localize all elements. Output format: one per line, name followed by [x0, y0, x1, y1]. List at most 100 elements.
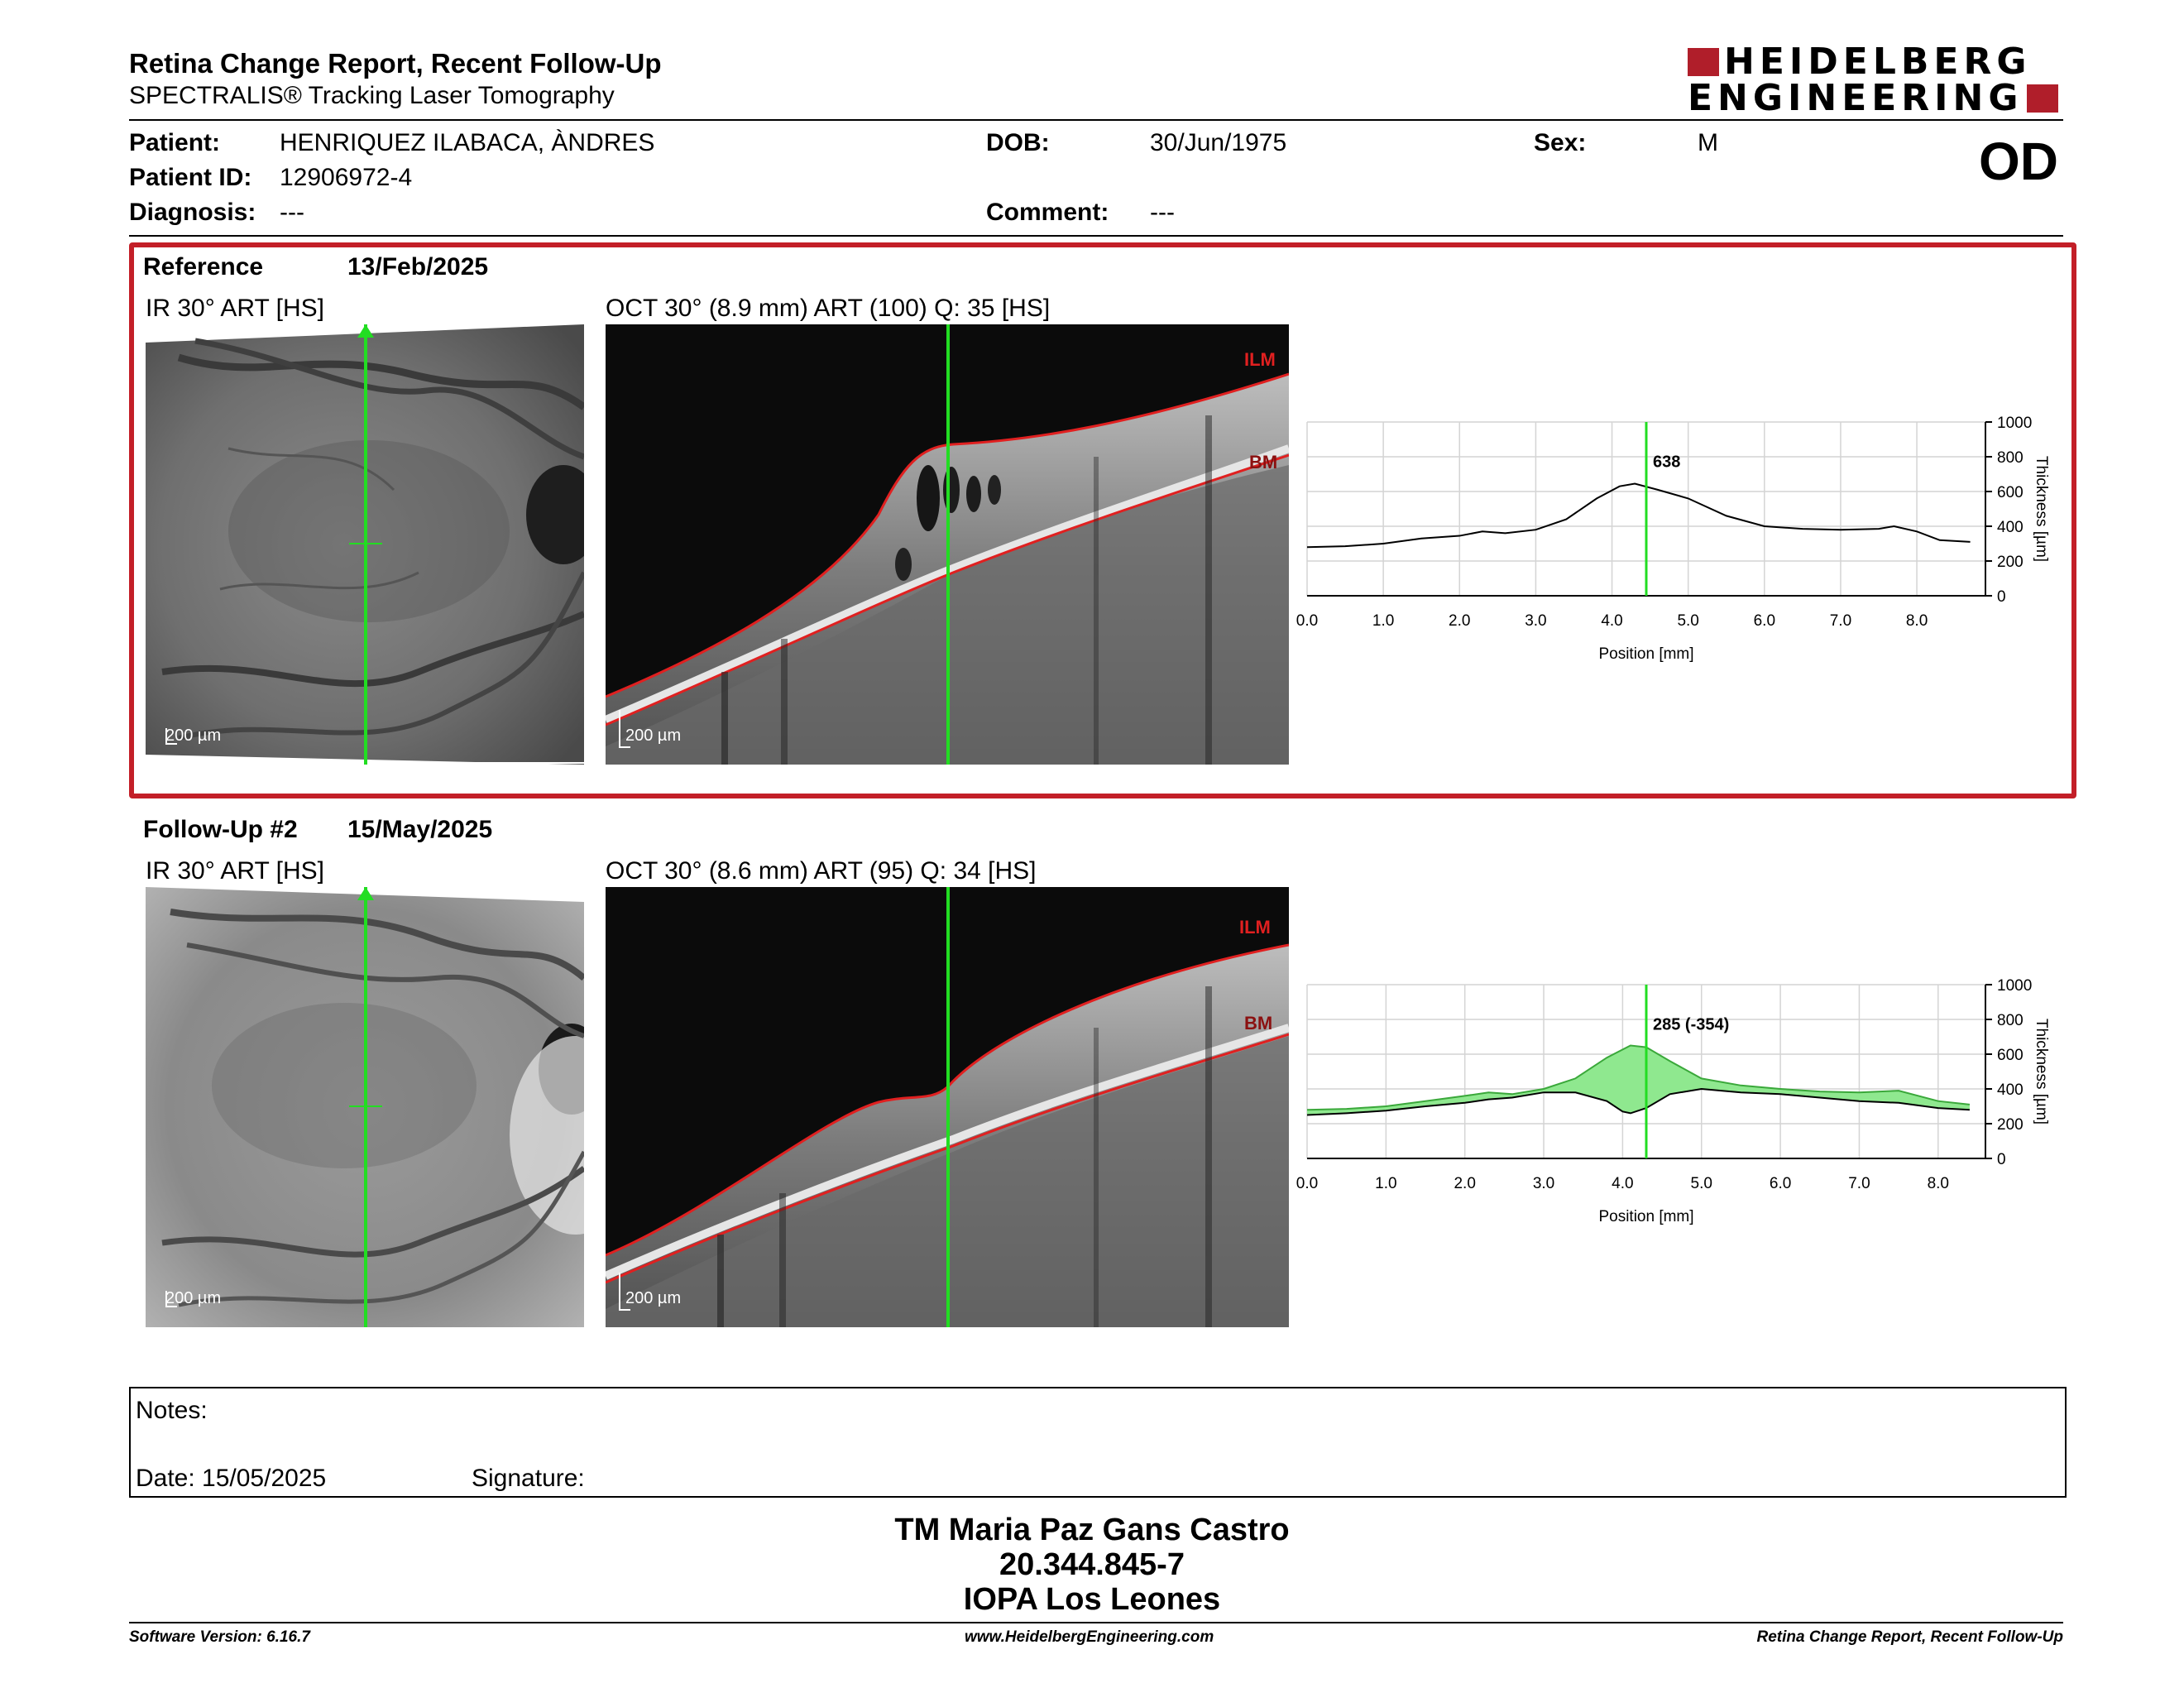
- x-tick-label: 0.0: [1296, 1175, 1318, 1192]
- patient-label: Patient:: [129, 129, 221, 156]
- followup-oct-label: OCT 30° (8.6 mm) ART (95) Q: 34 [HS]: [606, 857, 1037, 885]
- chart-plot: 0.0 1.0 2.0 3.0 4.0 5.0 6.0 7.0 8.0 0 200 400 600 800…: [1296, 977, 2050, 1225]
- logo-square-icon: [1688, 48, 1719, 76]
- diagnosis-label: Diagnosis:: [129, 199, 256, 226]
- scale-bar-v: [165, 1291, 167, 1307]
- y-tick-label: 1000: [1997, 977, 2032, 995]
- bm-label: BM: [1249, 452, 1278, 472]
- scan-line: [364, 887, 367, 1327]
- y-tick-label: 0: [1997, 1151, 2006, 1168]
- dob-label: DOB:: [986, 129, 1050, 156]
- notes-date: Date: 15/05/2025: [136, 1465, 327, 1492]
- y-tick-label: 800: [1997, 449, 2024, 467]
- notes-label: Notes:: [136, 1397, 208, 1424]
- y-axis-label: Thickness [µm]: [2033, 1019, 2050, 1125]
- x-tick-label: 8.0: [1928, 1175, 1949, 1192]
- signer-name: TM Maria Paz Gans Castro: [894, 1513, 1290, 1547]
- footer-website-link[interactable]: www.HeidelbergEngineering.com: [965, 1628, 1214, 1646]
- patient-id-label: Patient ID:: [129, 164, 252, 191]
- scan-arrow-icon: [357, 887, 374, 900]
- bm-label: BM: [1244, 1013, 1273, 1033]
- header-rule: [129, 119, 2063, 121]
- x-tick-label: 5.0: [1691, 1175, 1712, 1192]
- x-tick-label: 6.0: [1754, 612, 1775, 630]
- scale-label: 200 µm: [165, 1289, 222, 1307]
- scale-bar-h: [165, 1306, 177, 1307]
- footer-report-name: Retina Change Report, Recent Follow-Up: [1756, 1628, 2063, 1646]
- x-tick-label: 1.0: [1375, 1175, 1396, 1192]
- footer-software-version: Software Version: 6.16.7: [129, 1628, 310, 1646]
- comment-value: ---: [1150, 199, 1175, 226]
- eye-indicator: OD: [1979, 132, 2058, 191]
- logo-square-icon: [2026, 84, 2058, 113]
- report-subtitle: SPECTRALIS® Tracking Laser Tomography: [129, 82, 615, 109]
- reference-label: Reference: [143, 253, 264, 281]
- x-tick-label: 3.0: [1533, 1175, 1554, 1192]
- sex-value: M: [1698, 129, 1718, 156]
- scale-label: 200 µm: [165, 727, 222, 745]
- scale-label: 200 µm: [625, 727, 682, 745]
- notes-box[interactable]: [129, 1387, 2067, 1498]
- patient-rule: [129, 235, 2063, 237]
- heidelberg-logo: HEIDELBERG: [1688, 41, 2032, 83]
- reference-thickness-chart: 0.0 1.0 2.0 3.0 4.0 5.0 6.0 7.0 8.0 0 200 400 600 800…: [1296, 415, 2050, 663]
- scan-line: [946, 887, 950, 1327]
- y-tick-label: 600: [1997, 1047, 2024, 1064]
- reference-ir-label: IR 30° ART [HS]: [146, 295, 324, 322]
- series-line-0: [1306, 1044, 1971, 1111]
- followup-ir-label: IR 30° ART [HS]: [146, 857, 324, 885]
- series-line-0: [1306, 482, 1971, 549]
- signer-institution: IOPA Los Leones: [963, 1582, 1221, 1617]
- patient-name: HENRIQUEZ ILABACA, ÀNDRES: [280, 129, 655, 156]
- scan-arrow-icon: [357, 324, 374, 338]
- x-axis-label: Position [mm]: [1598, 1208, 1693, 1225]
- scan-line: [364, 324, 367, 765]
- change-area: [1307, 1045, 1970, 1115]
- scale-bar-v: [619, 710, 620, 748]
- reference-frame: [129, 242, 2076, 798]
- x-tick-label: 0.0: [1296, 612, 1318, 630]
- ilm-label: ILM: [1244, 349, 1276, 370]
- x-tick-label: 7.0: [1848, 1175, 1870, 1192]
- cross-marker: [349, 543, 382, 544]
- y-tick-label: 600: [1997, 484, 2024, 501]
- y-tick-label: 0: [1997, 588, 2006, 606]
- y-tick-label: 200: [1997, 1116, 2024, 1134]
- series-line-1: [1306, 1087, 1970, 1116]
- logo-line1: HEIDELBERG: [1724, 41, 2032, 83]
- scale-bar-h: [619, 1309, 630, 1311]
- ilm-label: ILM: [1239, 917, 1271, 938]
- x-tick-label: 1.0: [1372, 612, 1394, 630]
- x-tick-label: 2.0: [1454, 1175, 1475, 1192]
- y-tick-label: 400: [1997, 1081, 2024, 1099]
- heidelberg-logo-line2: ENGINEERING: [1688, 77, 2058, 119]
- x-tick-label: 4.0: [1601, 612, 1622, 630]
- y-tick-label: 800: [1997, 1012, 2024, 1029]
- scale-bar-h: [165, 743, 177, 745]
- logo-line2: ENGINEERING: [1688, 77, 2024, 119]
- footer-rule: [129, 1622, 2063, 1623]
- report-title: Retina Change Report, Recent Follow-Up: [129, 48, 662, 79]
- x-tick-label: 2.0: [1449, 612, 1470, 630]
- dob-value: 30/Jun/1975: [1150, 129, 1287, 156]
- cursor-value-label: 285 (-354): [1653, 1016, 1729, 1034]
- sex-label: Sex:: [1534, 129, 1587, 156]
- x-tick-label: 6.0: [1770, 1175, 1791, 1192]
- cross-marker: [349, 1105, 382, 1107]
- scale-bar-h: [619, 746, 630, 748]
- followup-oct-image[interactable]: ILM BM 200 µm: [606, 887, 1289, 1327]
- scale-label: 200 µm: [625, 1289, 682, 1307]
- scan-line: [946, 324, 950, 765]
- x-tick-label: 3.0: [1525, 612, 1546, 630]
- y-axis-label: Thickness [µm]: [2033, 456, 2050, 562]
- y-tick-label: 400: [1997, 519, 2024, 536]
- diagnosis-value: ---: [280, 199, 304, 226]
- reference-oct-label: OCT 30° (8.9 mm) ART (100) Q: 35 [HS]: [606, 295, 1051, 322]
- x-tick-label: 5.0: [1677, 612, 1698, 630]
- reference-oct-image[interactable]: ILM BM 200 µm: [606, 324, 1289, 765]
- comment-label: Comment:: [986, 199, 1109, 226]
- y-tick-label: 1000: [1997, 415, 2032, 432]
- reference-ir-image[interactable]: 200 µm: [146, 324, 584, 765]
- followup-ir-image[interactable]: 200 µm: [146, 887, 584, 1327]
- scale-bar-v: [619, 1273, 620, 1311]
